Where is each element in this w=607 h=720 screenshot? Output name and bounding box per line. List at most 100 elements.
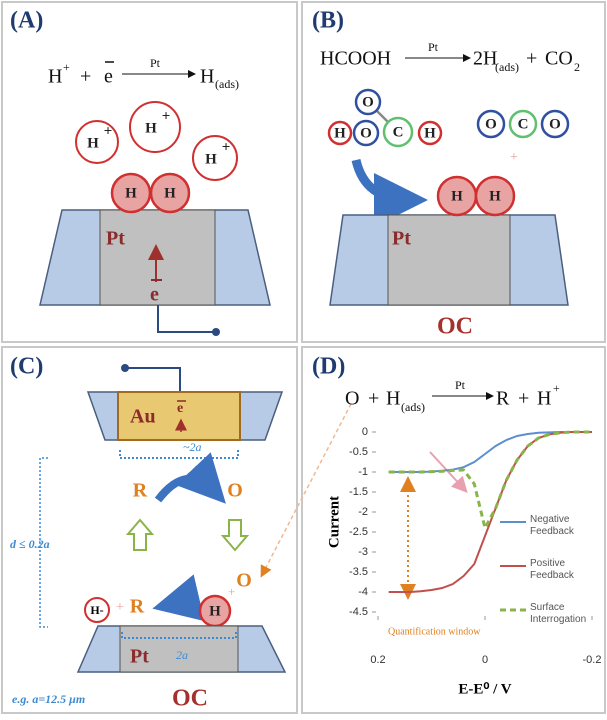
eq-term: HCOOH bbox=[320, 48, 391, 70]
plus: + bbox=[228, 584, 235, 599]
hydride: H- bbox=[90, 603, 103, 617]
y-tick-label: -2.5 bbox=[349, 526, 368, 538]
atom: H bbox=[424, 125, 436, 141]
species: R bbox=[130, 596, 145, 618]
panel-c: (C) Au e ~2a R O d ≤ 0.2a H- + R O H + P… bbox=[10, 354, 352, 712]
eq-term: R bbox=[496, 388, 510, 410]
y-tick-label: -2 bbox=[358, 506, 368, 518]
panel-a: (A) H + + e Pt H (ads) H + H + H + H H P… bbox=[10, 8, 270, 337]
x-label: E-E⁰ / V bbox=[458, 681, 511, 697]
series-line bbox=[389, 432, 592, 472]
legend-label: Negative Feedback bbox=[530, 514, 606, 538]
ions bbox=[76, 102, 237, 180]
site: H bbox=[451, 188, 463, 204]
panel-label: (C) bbox=[10, 354, 43, 380]
mode: OC bbox=[172, 686, 208, 712]
eq-term: O bbox=[345, 388, 359, 410]
eq-charge: + bbox=[553, 381, 560, 395]
ion-charge: + bbox=[104, 123, 113, 139]
species: O bbox=[236, 570, 252, 592]
panel-label: (A) bbox=[10, 8, 43, 34]
legend-entry: Positive Feedback bbox=[530, 558, 606, 588]
sites bbox=[438, 177, 514, 215]
ion-charge: + bbox=[222, 139, 231, 155]
arrow bbox=[128, 520, 152, 550]
wire-end bbox=[212, 328, 220, 336]
legend-label: Surface Interrogation bbox=[530, 602, 606, 626]
example: e.g. a=12.5 μm bbox=[12, 692, 85, 706]
legend-label: Positive Feedback bbox=[530, 558, 606, 582]
figure: (A) H + + e Pt H (ads) H + H + H + H H P… bbox=[0, 0, 607, 715]
y-tick-label: -3 bbox=[358, 546, 368, 558]
eq-term: H bbox=[537, 388, 551, 410]
legend-entry: Surface Interrogation bbox=[530, 602, 606, 632]
eq-electron: e bbox=[104, 66, 113, 88]
metal: Pt bbox=[130, 646, 149, 668]
mode: OC bbox=[437, 314, 473, 340]
size: ~2a bbox=[183, 440, 202, 454]
site: H bbox=[164, 185, 176, 201]
y-tick-label: -0.5 bbox=[349, 446, 368, 458]
eq-plus: + bbox=[526, 48, 537, 70]
eq-sub: (ads) bbox=[215, 77, 239, 91]
wire bbox=[158, 305, 215, 332]
electron: e bbox=[177, 401, 183, 416]
ion-charge: + bbox=[162, 108, 171, 124]
metal: Pt bbox=[392, 228, 411, 250]
eq-term: H bbox=[200, 66, 214, 88]
gap: d ≤ 0.2a bbox=[10, 537, 50, 551]
eq-charge: + bbox=[63, 60, 70, 74]
site-label: H bbox=[209, 603, 221, 619]
eq-sub: (ads) bbox=[495, 60, 519, 74]
atom: C bbox=[518, 116, 529, 132]
y-tick-label: -4.5 bbox=[349, 606, 368, 618]
legend-entry: Negative Feedback bbox=[530, 514, 606, 544]
atom: O bbox=[549, 116, 561, 132]
eq-term: 2H bbox=[473, 48, 497, 70]
ion: H bbox=[145, 120, 157, 136]
atom: H bbox=[334, 125, 346, 141]
atom: C bbox=[393, 124, 404, 140]
annotation: Quantification window bbox=[388, 626, 481, 637]
atom: O bbox=[485, 116, 497, 132]
y-label: Current bbox=[326, 496, 342, 548]
bracket bbox=[120, 450, 238, 458]
plus: + bbox=[510, 150, 518, 165]
eq-sub: (ads) bbox=[401, 400, 425, 414]
wire-end bbox=[121, 364, 129, 372]
electron: e bbox=[150, 284, 159, 306]
panel-d: (D) O + H (ads) Pt R + H + Current E-E⁰ … bbox=[312, 354, 606, 698]
arrow bbox=[356, 160, 410, 200]
y-tick-label: -4 bbox=[358, 586, 368, 598]
species: R bbox=[133, 480, 148, 502]
x-tick-label: 0 bbox=[482, 654, 488, 666]
species: O bbox=[227, 480, 243, 502]
wire bbox=[125, 368, 180, 392]
metal: Au bbox=[130, 406, 156, 428]
site: H bbox=[125, 185, 137, 201]
eq-plus: + bbox=[80, 66, 91, 88]
plus: + bbox=[116, 600, 124, 615]
ion: H bbox=[87, 135, 99, 151]
eq-sub: 2 bbox=[574, 60, 580, 74]
x-tick-label: -0.2 bbox=[583, 654, 602, 666]
catalyst: Pt bbox=[428, 40, 439, 54]
metal: Pt bbox=[106, 228, 125, 250]
x-tick-label: 0.2 bbox=[370, 654, 385, 666]
arrow bbox=[158, 479, 215, 500]
sites bbox=[112, 174, 189, 212]
panel-label: (D) bbox=[312, 354, 345, 380]
atom: O bbox=[360, 125, 372, 141]
size: 2a bbox=[176, 648, 188, 662]
atom: O bbox=[362, 94, 374, 110]
panel-label: (B) bbox=[312, 8, 344, 34]
site: H bbox=[489, 188, 501, 204]
eq-term: CO bbox=[545, 48, 573, 70]
y-tick-label: 0 bbox=[362, 426, 368, 438]
eq-term: H bbox=[48, 66, 62, 88]
eq-plus: + bbox=[518, 388, 529, 410]
y-tick-label: -1.5 bbox=[349, 486, 368, 498]
arrow bbox=[223, 520, 247, 550]
y-tick-label: -1 bbox=[358, 466, 368, 478]
eq-plus: + bbox=[368, 388, 379, 410]
